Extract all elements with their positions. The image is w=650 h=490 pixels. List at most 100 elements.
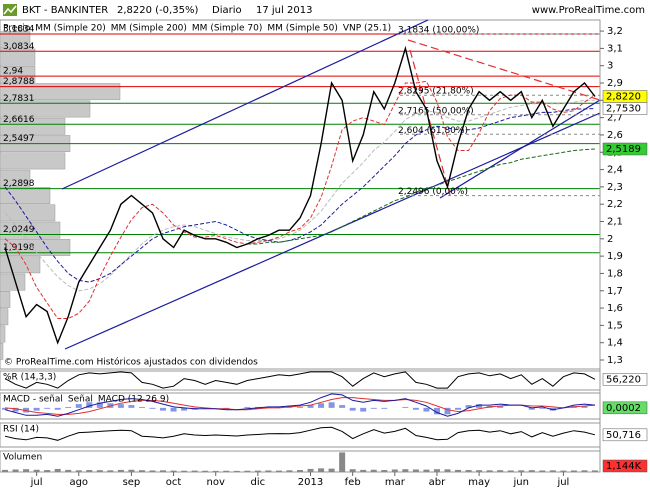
volume-bar [223,470,230,472]
price-marker [602,142,648,156]
y-tick-label: 1,3 [607,355,623,366]
volume-bar [86,470,93,472]
level-label: 2,6616 [3,115,35,125]
volume-bar [476,470,483,472]
histogram-bar [86,402,93,408]
level-label: 3,1834 [3,24,35,34]
price-marker-label: 2,8220 [606,92,641,103]
volume-bar [581,470,588,472]
level-label: 2,8788 [3,77,35,87]
current-value-label: 0,0002 [606,403,641,414]
histogram-bar [444,407,451,415]
price: 2,8220 (-0,35%) [117,5,198,16]
volume-bar [539,470,546,472]
series-line [4,80,596,319]
level-label: 1,9198 [3,243,35,253]
x-tick-label: oct [166,477,182,488]
panel-title: Volumen [3,453,42,463]
histogram-bar [160,407,167,411]
volume-bar [2,469,8,472]
histogram-bar [181,407,188,411]
histogram-bar [581,406,588,408]
y-tick-label: 1,8 [607,268,623,279]
y-tick-label: 3,1 [607,43,623,54]
volume-profile-bar [0,100,91,118]
series-line [4,99,595,292]
volume-profile-bar [0,65,36,83]
note: © ProRealTime.com Históricos ajustados c… [4,357,258,368]
volume-profile-bar [0,152,66,170]
x-tick-label: ago [69,477,88,488]
histogram-bar [117,404,124,408]
histogram-bar [244,406,251,408]
y-tick-label: 2,3 [607,182,623,193]
volume-bar [181,470,188,472]
trend-line [61,19,429,190]
volume-profile-bar [0,117,66,135]
fibonacci-label: 3,1834 (100,00%) [398,25,479,35]
histogram-bar [455,407,462,410]
date: 17 jul 2013 [256,5,312,16]
legend-entry: VNP (25.1) [343,24,391,34]
histogram-bar [370,407,377,409]
volume-profile-bar [0,204,56,222]
volume-bar [297,470,303,472]
volume-bar [592,470,598,472]
volume-bar [549,470,556,472]
volume-profile-bar [0,187,51,204]
y-tick-label: 1,9 [607,251,623,262]
x-tick-label: jun [513,477,529,488]
site: www.ProRealTime.com [532,5,645,16]
legend-entry: Señal [68,395,93,405]
volume-bar [465,470,472,472]
volume-bar [433,469,440,472]
volume-bar [518,470,525,472]
y-tick-label: 2,9 [607,78,623,89]
indicator-line [4,371,596,389]
volume-profile-bar [0,169,31,187]
y-tick-label: 1,4 [607,338,623,349]
y-tick-label: 3 [607,61,613,72]
y-tick-label: 1,7 [607,286,623,297]
fibonacci-label: 2,2496 (0,00%) [398,187,468,197]
level-label: 2,5497 [3,134,35,144]
histogram-bar [433,407,440,415]
x-tick-label: abr [429,477,446,488]
y-tick-label: 2,7 [607,113,623,124]
volume-bar [254,470,261,472]
volume-bar [117,469,124,472]
histogram-bar [476,404,483,408]
current-value-label: 50,716 [606,430,641,441]
volume-bar [349,469,356,472]
level-label: 3,0834 [3,42,35,52]
volume-bar [96,470,103,472]
histogram-bar [318,403,325,408]
histogram-bar [497,406,504,408]
level-label: 2,7831 [3,94,35,104]
trend-line [439,99,601,199]
volume-bar [381,470,388,472]
volume-bar [160,470,167,472]
level-label: 2,0249 [3,225,35,235]
volume-bar [191,470,198,472]
histogram-bar [339,405,346,408]
x-tick-label: jul [30,477,43,488]
volume-bar [138,470,145,472]
volume-bar [497,470,504,472]
volume-bar [107,470,114,472]
volume-profile-bar [0,325,6,343]
current-value-box [602,373,648,386]
current-value-label: 1,144K [606,461,642,472]
volume-profile-bar [0,273,26,291]
histogram-bar [381,407,388,409]
indicator-line [4,426,596,441]
panel-frame [0,392,601,420]
volume-bar [244,470,251,472]
volume-bar [318,468,325,472]
y-tick-label: 2,4 [607,165,623,176]
x-tick-label: feb [345,477,361,488]
histogram-bar [328,402,335,408]
y-tick-label: 2,6 [607,130,623,141]
volume-bar [149,470,156,472]
histogram-bar [138,406,145,408]
